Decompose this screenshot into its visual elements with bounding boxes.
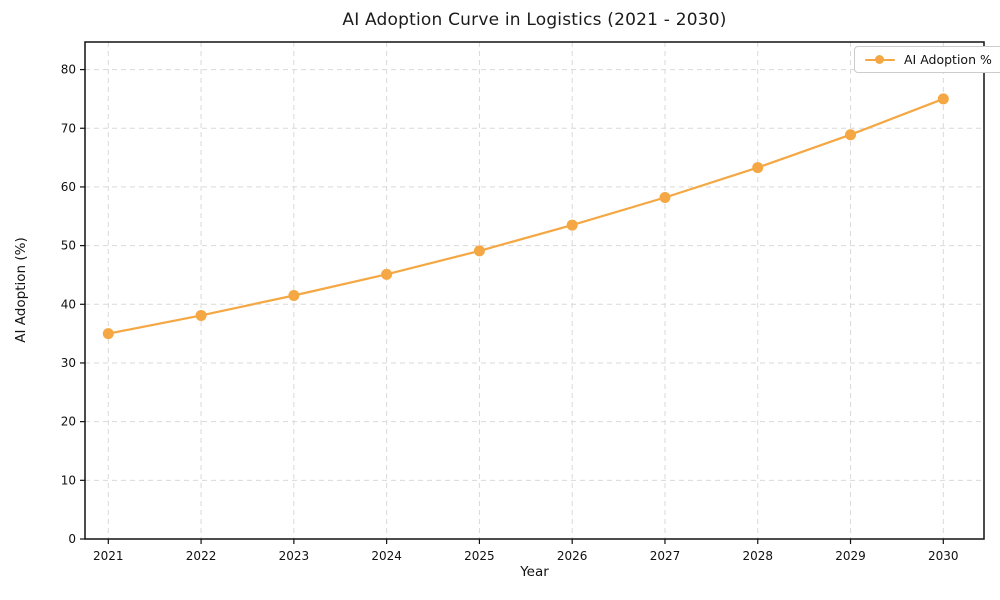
legend-label: AI Adoption %	[904, 52, 992, 67]
y-tick-label: 50	[61, 239, 76, 253]
x-tick-label: 2021	[93, 549, 124, 563]
y-tick-label: 20	[61, 415, 76, 429]
x-tick-label: 2022	[186, 549, 217, 563]
data-point-marker	[473, 245, 485, 257]
legend: AI Adoption %	[854, 46, 1000, 73]
x-tick-label: 2028	[742, 549, 773, 563]
data-point-marker	[102, 328, 114, 340]
y-tick-label: 80	[61, 63, 76, 77]
y-tick-label: 60	[61, 180, 76, 194]
data-point-marker	[566, 219, 578, 231]
data-point-marker	[937, 93, 949, 105]
x-tick-label: 2029	[835, 549, 866, 563]
data-point-marker	[752, 162, 764, 174]
y-tick-label: 30	[61, 356, 76, 370]
x-tick-label: 2026	[557, 549, 588, 563]
data-point-marker	[288, 289, 300, 301]
x-tick-label: 2030	[928, 549, 959, 563]
data-point-marker	[845, 129, 857, 141]
x-tick-label: 2027	[650, 549, 681, 563]
series-line	[107, 97, 945, 335]
x-axis-label: Year	[520, 564, 549, 580]
chart-title: AI Adoption Curve in Logistics (2021 - 2…	[342, 10, 727, 30]
y-tick-label: 40	[61, 297, 76, 311]
data-point-marker	[381, 268, 393, 280]
y-tick-label: 10	[61, 473, 76, 487]
y-tick-label: 70	[61, 121, 76, 135]
y-tick-label: 0	[68, 532, 76, 546]
x-tick-label: 2023	[279, 549, 310, 563]
legend-marker-dot	[875, 55, 884, 64]
plot-border	[84, 41, 985, 540]
x-tick-label: 2025	[464, 549, 495, 563]
data-point-marker	[659, 191, 671, 203]
y-axis-label: AI Adoption (%)	[13, 237, 29, 343]
x-tick-label: 2024	[371, 549, 402, 563]
legend-line-marker-icon	[865, 54, 895, 66]
data-point-marker	[195, 309, 207, 321]
